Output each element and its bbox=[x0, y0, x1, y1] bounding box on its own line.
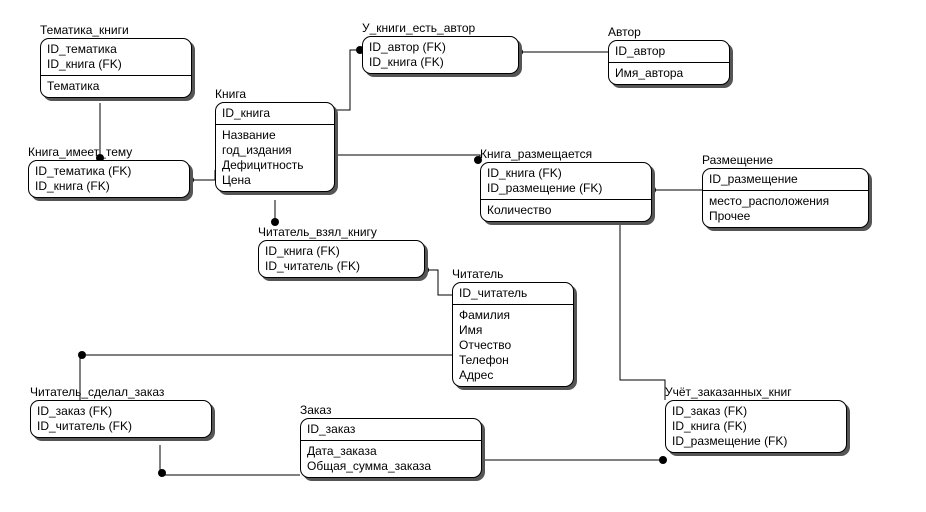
book_placed-section-1: Количество bbox=[481, 199, 651, 221]
placement-entity: ID_размещение место_расположенияПрочее bbox=[702, 168, 869, 228]
book_placed-entity: ID_книга (FK)ID_размещение (FK) Количеств… bbox=[480, 162, 652, 222]
thematic_book-section-1: Тематика bbox=[41, 75, 191, 97]
attribute: ID_книга bbox=[222, 106, 328, 121]
attribute: Тематика bbox=[47, 79, 185, 94]
book_placed-section-0: ID_книга (FK)ID_размещение (FK) bbox=[481, 163, 651, 199]
book_has_author-section-0: ID_автор (FK)ID_книга (FK) bbox=[363, 37, 518, 73]
thematic_book-section-0: ID_тематикаID_книга (FK) bbox=[41, 39, 191, 75]
reader-section-0: ID_читатель bbox=[453, 283, 573, 304]
attribute: ID_книга (FK) bbox=[47, 57, 185, 72]
attribute: ID_автор (FK) bbox=[369, 40, 512, 55]
attribute: ID_размещение bbox=[709, 172, 862, 187]
attribute: место_расположения bbox=[709, 194, 862, 209]
reader-title: Читатель bbox=[452, 267, 503, 281]
reader-entity: ID_читатель ФамилияИмяОтчествоТелефонАдре… bbox=[452, 282, 574, 387]
edge-11 bbox=[620, 225, 665, 400]
book_order_account-title: Учёт_заказанных_книг bbox=[665, 385, 792, 399]
reader_made_order-section-0: ID_заказ (FK)ID_читатель (FK) bbox=[31, 401, 211, 437]
attribute: ID_заказ bbox=[307, 422, 475, 437]
edge-2 bbox=[333, 50, 362, 110]
attribute: ID_тематика bbox=[47, 42, 185, 57]
reader_took_book-entity: ID_книга (FK)ID_читатель (FK) bbox=[258, 240, 425, 278]
attribute: Цена bbox=[222, 173, 328, 188]
attribute: ID_книга (FK) bbox=[487, 166, 645, 181]
book_has_theme-section-0: ID_тематика (FK)ID_книга (FK) bbox=[29, 161, 189, 197]
book_order_account-entity: ID_заказ (FK)ID_книга (FK)ID_размещение … bbox=[665, 400, 847, 453]
cardinality-dot bbox=[78, 351, 86, 359]
attribute: Телефон bbox=[459, 353, 567, 368]
attribute: Адрес bbox=[459, 368, 567, 383]
book_has_author-title: У_книги_есть_автор bbox=[362, 21, 475, 35]
thematic_book-title: Тематика_книги bbox=[40, 23, 129, 37]
order-entity: ID_заказ Дата_заказаОбщая_сумма_заказа bbox=[300, 418, 482, 478]
cardinality-dot bbox=[659, 456, 667, 464]
order-section-0: ID_заказ bbox=[301, 419, 481, 440]
placement-section-1: место_расположенияПрочее bbox=[703, 190, 868, 227]
attribute: ID_книга (FK) bbox=[672, 419, 840, 434]
attribute: ID_читатель bbox=[459, 286, 567, 301]
attribute: Дефицитность bbox=[222, 158, 328, 173]
reader_took_book-section-0: ID_книга (FK)ID_читатель (FK) bbox=[259, 241, 424, 277]
attribute: Имя bbox=[459, 323, 567, 338]
attribute: Отчество bbox=[459, 338, 567, 353]
book-entity: ID_книга Названиегод_изданияДефицитностьЦ… bbox=[215, 102, 335, 192]
book_has_theme-entity: ID_тематика (FK)ID_книга (FK) bbox=[28, 160, 190, 198]
attribute: ID_размещение (FK) bbox=[672, 434, 840, 449]
thematic_book-entity: ID_тематикаID_книга (FK) Тематика bbox=[40, 38, 192, 98]
reader_made_order-title: Читатель_сделал_заказ bbox=[30, 385, 164, 399]
attribute: ID_книга (FK) bbox=[369, 55, 512, 70]
book-section-0: ID_книга bbox=[216, 103, 334, 124]
attribute: ID_книга (FK) bbox=[265, 244, 418, 259]
cardinality-dot bbox=[158, 469, 166, 477]
edge-7 bbox=[423, 270, 452, 295]
attribute: Название bbox=[222, 128, 328, 143]
attribute: Прочее bbox=[709, 209, 862, 224]
book_order_account-section-0: ID_заказ (FK)ID_книга (FK)ID_размещение … bbox=[666, 401, 846, 452]
attribute: ID_заказ (FK) bbox=[672, 404, 840, 419]
edge-1 bbox=[188, 170, 215, 180]
attribute: Общая_сумма_заказа bbox=[307, 459, 475, 474]
book_placed-title: Книга_размещается bbox=[480, 147, 592, 161]
attribute: ID_читатель (FK) bbox=[37, 419, 205, 434]
author-entity: ID_автор Имя_автора bbox=[608, 40, 730, 85]
attribute: ID_размещение (FK) bbox=[487, 181, 645, 196]
attribute: ID_тематика (FK) bbox=[35, 164, 183, 179]
placement-section-0: ID_размещение bbox=[703, 169, 868, 190]
attribute: ID_книга (FK) bbox=[35, 179, 183, 194]
attribute: ID_читатель (FK) bbox=[265, 259, 418, 274]
attribute: Имя_автора bbox=[615, 66, 723, 81]
attribute: Количество bbox=[487, 203, 645, 218]
order-section-1: Дата_заказаОбщая_сумма_заказа bbox=[301, 440, 481, 477]
attribute: Фамилия bbox=[459, 308, 567, 323]
edge-5 bbox=[333, 155, 480, 162]
er-diagram: Тематика_книгиID_тематикаID_книга (FK)Те… bbox=[0, 0, 926, 512]
book_has_author-entity: ID_автор (FK)ID_книга (FK) bbox=[362, 36, 519, 74]
order-title: Заказ bbox=[300, 403, 331, 417]
reader_took_book-title: Читатель_взял_книгу bbox=[258, 225, 377, 239]
book-section-1: Названиегод_изданияДефицитностьЦена bbox=[216, 124, 334, 191]
edge-9 bbox=[160, 445, 300, 475]
author-section-0: ID_автор bbox=[609, 41, 729, 62]
placement-title: Размещение bbox=[702, 153, 773, 167]
attribute: ID_заказ (FK) bbox=[37, 404, 205, 419]
reader-section-1: ФамилияИмяОтчествоТелефонАдрес bbox=[453, 304, 573, 386]
author-section-1: Имя_автора bbox=[609, 62, 729, 84]
reader_made_order-entity: ID_заказ (FK)ID_читатель (FK) bbox=[30, 400, 212, 438]
attribute: Дата_заказа bbox=[307, 444, 475, 459]
attribute: год_издания bbox=[222, 143, 328, 158]
author-title: Автор bbox=[608, 25, 641, 39]
attribute: ID_автор bbox=[615, 44, 723, 59]
book_has_theme-title: Книга_имеет_тему bbox=[28, 145, 132, 159]
book-title: Книга bbox=[215, 87, 246, 101]
